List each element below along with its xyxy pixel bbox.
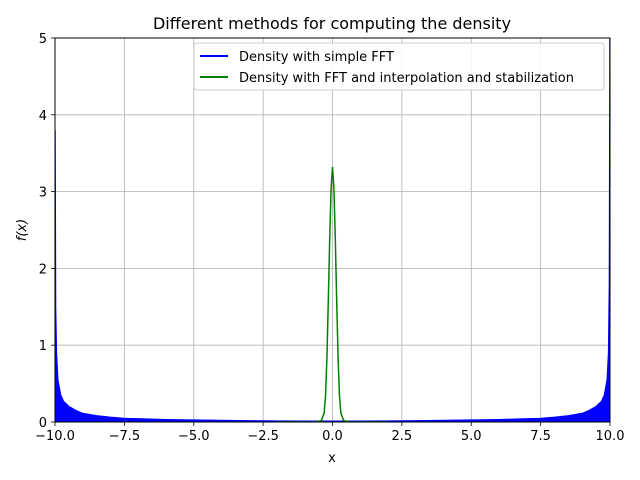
x-tick-label: −7.5 <box>109 429 141 444</box>
x-tick-label: 0.0 <box>322 429 343 444</box>
plot-area <box>55 38 610 422</box>
y-tick-label: 4 <box>39 109 47 124</box>
legend-label-simple-fft: Density with simple FFT <box>239 50 394 65</box>
series-line-interpolated-fft <box>277 166 388 422</box>
y-tick-label: 2 <box>39 262 47 277</box>
y-axis-label: f(x) <box>15 219 30 241</box>
x-tick-label: −10.0 <box>35 429 75 444</box>
y-tick-label: 5 <box>39 32 47 47</box>
x-tick-label: −2.5 <box>247 429 279 444</box>
chart-title: Different methods for computing the dens… <box>153 14 511 33</box>
y-tick-label: 3 <box>39 186 47 201</box>
x-tick-label: 5.0 <box>461 429 482 444</box>
x-tick-label: 10.0 <box>596 429 625 444</box>
x-tick-label: 2.5 <box>392 429 413 444</box>
x-tick-label: −5.0 <box>178 429 210 444</box>
x-tick-label: 7.5 <box>530 429 551 444</box>
y-tick-label: 0 <box>39 416 47 431</box>
legend-box <box>193 42 605 91</box>
legend-label-interpolated-fft: Density with FFT and interpolation and s… <box>239 71 574 86</box>
x-axis-label: x <box>328 451 336 466</box>
y-ticks: 0 1 2 3 4 5 <box>39 32 55 431</box>
legend: Density with simple FFT Density with FFT… <box>193 42 605 91</box>
series-line-simple-fft <box>55 38 610 422</box>
y-tick-label: 1 <box>39 339 47 354</box>
x-ticks: −10.0 −7.5 −5.0 −2.5 0.0 2.5 5.0 7.5 10.0 <box>35 422 624 444</box>
